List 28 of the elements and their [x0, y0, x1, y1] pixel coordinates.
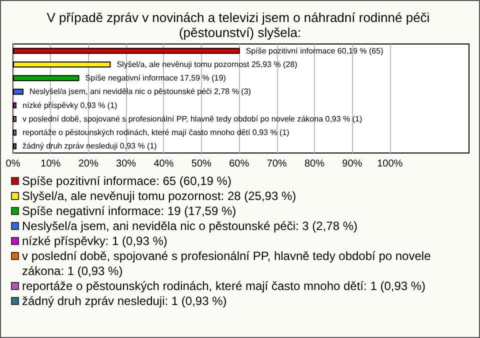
text: v poslední době, spojované s profesionální PP, hlavně tedy období po novele zákona: 1 (0,93 %): [22, 249, 432, 279]
x-tick-label: 10%: [40, 158, 61, 170]
x-tick-label: 90%: [342, 158, 362, 170]
category-label: reportáže o pěstounských rodinách, které mají často mnoho dětí 0,93 % (1): [22, 128, 290, 138]
category-label: Neslyšel/a jsem, ani neviděla nic o pěstounské péči 2,78 % (3): [29, 87, 251, 96]
x-tick-label: 30%: [116, 158, 136, 170]
category-label: Slyšel/a, ale nevěnuji tomu pozornost 25,93 % (28): [116, 60, 298, 69]
x-tick-label: 0%: [6, 158, 20, 170]
category-label: nízké příspěvky 0,93 % (1): [22, 100, 118, 110]
text: nízké příspěvky: 1 (0,93 %): [22, 234, 168, 249]
x-tick-label: 100%: [377, 158, 403, 170]
text: žádný druh zpráv nesleduji: 1 (0,93 %): [22, 294, 227, 309]
text: reportáže o pěstounských rodinách, které mají často mnoho dětí: 1 (0,93 %): [22, 279, 426, 294]
x-tick-label: 60%: [229, 158, 250, 170]
x-tick-label: 80%: [304, 158, 325, 170]
x-tick-label: 50%: [191, 158, 212, 170]
x-tick-label: 20%: [78, 158, 98, 170]
category-label: žádný druh zpráv nesleduji 0,93 % (1): [22, 142, 157, 151]
text: Neslyšel/a jsem, ani neviděla nic o pěstounské péči: 3 (2,78 %): [22, 219, 358, 234]
text: Spíše negativní informace: 19 (17,59 %): [22, 204, 236, 219]
x-tick-label: 40%: [154, 158, 174, 170]
category-label: Spíše pozitivní informace 60,19 % (65): [246, 46, 384, 56]
text: Spíše pozitivní informace: 65 (60,19 %): [22, 174, 232, 189]
x-tick-label: 70%: [266, 158, 287, 170]
category-label: v poslední době, spojované s profesionální PP, hlavně tedy období po novele zákona 0,93 % (1): [22, 114, 362, 124]
category-label: Spíše negativní informace 17,59 % (19): [85, 74, 226, 83]
chart-title: V případě zpráv v novinách a televizi jsem o náhradní rodinné péči (pěstounství) slyšela:: [46, 10, 434, 40]
text: Slyšel/a, ale nevěnuji tomu pozornost: 28 (25,93 %): [22, 189, 296, 204]
